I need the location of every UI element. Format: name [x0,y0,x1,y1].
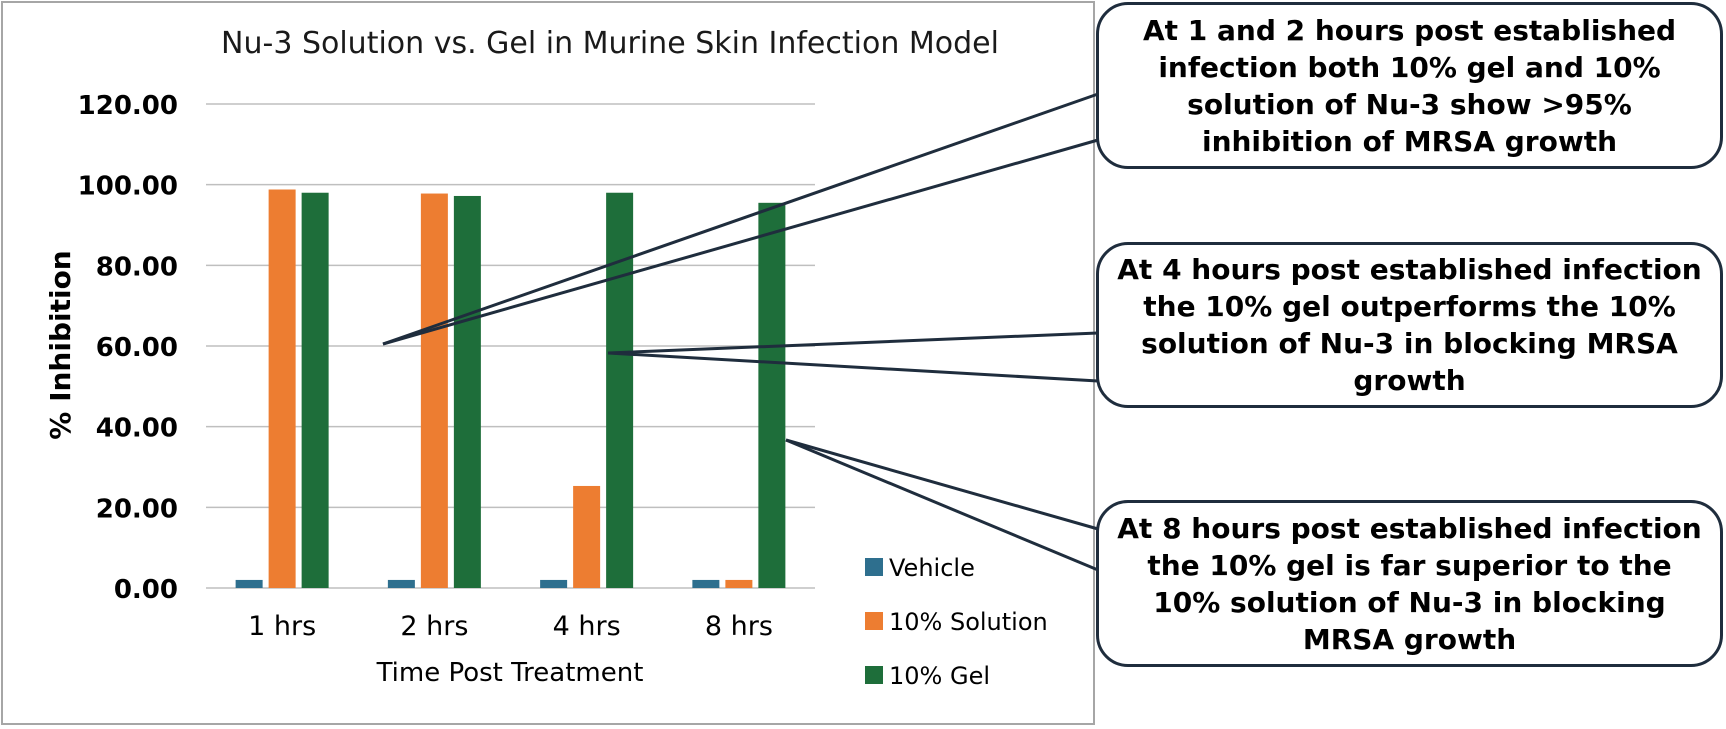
bar-vehicle-3 [692,579,720,588]
bar-vehicle-2 [540,579,568,588]
callout-4-hours: At 4 hours post established infection th… [1096,242,1723,408]
bar-10-gel-1 [453,195,481,588]
pointer-1-lower [382,138,1099,346]
bar-10-gel-2 [606,192,634,588]
bar-10-gel-0 [301,192,329,588]
x-tick-label: 8 hrs [705,611,773,642]
bar-10-solution-2 [573,485,601,588]
legend-swatch [865,666,883,684]
pointer-2-lower [607,351,1099,383]
chart-frame [1,1,1095,725]
pointer-1-upper [382,92,1099,346]
bar-vehicle-0 [235,579,263,588]
bar-10-solution-0 [268,189,296,589]
x-axis-label: Time Post Treatment [376,658,644,688]
chart-title: Nu-3 Solution vs. Gel in Murine Skin Inf… [221,26,999,61]
pointer-3-lower [785,438,1099,572]
y-axis-label: % Inhibition [44,250,77,439]
callout-pointers [382,92,1099,572]
legend-label: Vehicle [889,554,975,582]
y-tick-label: 120.00 [78,91,178,121]
legend: Vehicle 10% Solution 10% Gel [865,554,1048,690]
y-tick-labels: 0.00 20.00 40.00 60.00 80.00 100.00 120.00 [78,91,178,605]
legend-swatch [865,612,883,630]
callout-8-hours: At 8 hours post established infection th… [1096,500,1723,667]
y-tick-label: 60.00 [96,333,178,363]
callout-1-text: At 1 and 2 hours post established infect… [1142,13,1677,158]
pointer-3-upper [785,438,1099,531]
bar-10-gel-3 [758,202,786,589]
callout-3-text: At 8 hours post established infection th… [1117,511,1702,656]
bars [235,189,786,589]
legend-swatch [865,558,883,576]
y-tick-label: 100.00 [78,172,178,202]
pointer-2-upper [607,331,1099,355]
y-tick-label: 20.00 [96,494,178,524]
legend-label: 10% Solution [889,608,1048,636]
legend-label: 10% Gel [889,662,990,690]
bar-10-solution-1 [420,193,448,589]
x-tick-label: 2 hrs [400,611,468,642]
bar-vehicle-1 [387,579,415,588]
y-tick-label: 0.00 [114,575,178,605]
bar-10-solution-3 [725,579,753,588]
y-tick-label: 40.00 [96,414,178,444]
x-tick-labels: 1 hrs 2 hrs 4 hrs 8 hrs [248,611,773,642]
x-tick-label: 4 hrs [553,611,621,642]
x-tick-label: 1 hrs [248,611,316,642]
callout-2-text: At 4 hours post established infection th… [1117,253,1702,397]
callout-1-2-hours: At 1 and 2 hours post established infect… [1096,2,1723,169]
y-tick-label: 80.00 [96,252,178,282]
